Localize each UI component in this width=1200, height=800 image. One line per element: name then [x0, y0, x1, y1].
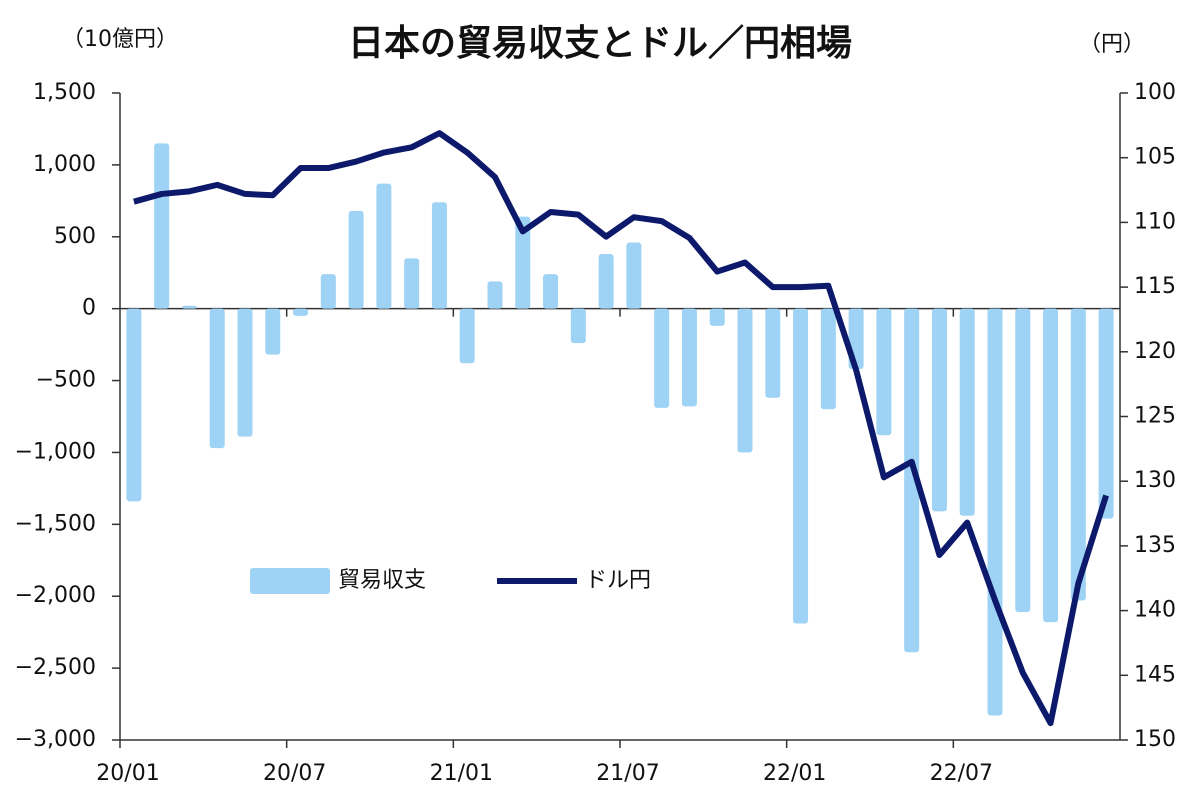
bar	[570, 308, 586, 344]
bar	[404, 258, 420, 309]
bar	[959, 308, 975, 516]
bar	[793, 308, 809, 624]
line	[133, 130, 1109, 727]
y2-tick-label: 130	[1134, 468, 1176, 493]
bar	[209, 308, 225, 449]
bar	[293, 308, 309, 316]
y-tick-label: 1,000	[33, 152, 96, 177]
bar	[543, 274, 559, 309]
y2-axis-label: （円）	[1079, 32, 1145, 57]
bar	[320, 274, 336, 309]
bar	[820, 308, 836, 410]
bar	[987, 308, 1003, 716]
bar	[765, 308, 781, 398]
bar	[154, 143, 170, 309]
bar	[1098, 308, 1114, 519]
bar	[1043, 308, 1059, 623]
x-tick-label: 20/01	[96, 761, 159, 786]
y-tick-label: 1,500	[33, 80, 96, 105]
bar	[737, 308, 753, 453]
x-tick-label: 21/01	[430, 761, 493, 786]
y2-tick-label: 150	[1134, 727, 1176, 752]
y-tick-label: −3,000	[15, 727, 96, 752]
legend-swatch	[250, 568, 330, 594]
y2-tick-label: 115	[1134, 274, 1176, 299]
bar	[931, 308, 947, 512]
legend-label: 貿易収支	[338, 568, 426, 593]
bar	[626, 242, 642, 309]
y-tick-label: −500	[36, 368, 96, 393]
chart-title: 日本の貿易収支とドル／円相場	[348, 23, 852, 64]
bar	[237, 308, 253, 437]
y2-tick-label: 120	[1134, 339, 1176, 364]
x-tick-label: 20/07	[263, 761, 326, 786]
bar	[181, 305, 197, 309]
y2-tick-label: 145	[1134, 662, 1176, 687]
bar	[265, 308, 281, 355]
y-tick-label: −1,000	[15, 439, 96, 464]
x-tick-label: 22/07	[930, 761, 993, 786]
bar	[681, 308, 697, 407]
bar	[1015, 308, 1031, 613]
bar	[1070, 308, 1086, 601]
y2-tick-label: 125	[1134, 404, 1176, 429]
y-axis-label: （10億円）	[62, 27, 178, 52]
y2-tick-label: 110	[1134, 209, 1176, 234]
bar	[376, 183, 392, 309]
y-tick-label: −2,000	[15, 583, 96, 608]
y-tick-label: −1,500	[15, 511, 96, 536]
bar	[876, 308, 892, 436]
bar	[348, 210, 364, 309]
y2-tick-label: 100	[1134, 80, 1176, 105]
x-tick-label: 21/07	[596, 761, 659, 786]
y2-tick-label: 140	[1134, 598, 1176, 623]
bar	[904, 308, 920, 653]
bar	[487, 281, 503, 309]
bar	[126, 308, 142, 502]
bar	[515, 216, 531, 309]
bar	[459, 308, 475, 364]
y-tick-label: 500	[54, 224, 96, 249]
bar	[709, 308, 725, 326]
y-tick-label: 0	[82, 296, 96, 321]
bar	[654, 308, 670, 408]
bar	[431, 202, 447, 309]
y-tick-label: −2,500	[15, 655, 96, 680]
y2-tick-label: 105	[1134, 145, 1176, 170]
x-tick-label: 22/01	[763, 761, 826, 786]
bar	[598, 254, 614, 309]
y2-tick-label: 135	[1134, 533, 1176, 558]
legend-label: ドル円	[585, 568, 651, 593]
